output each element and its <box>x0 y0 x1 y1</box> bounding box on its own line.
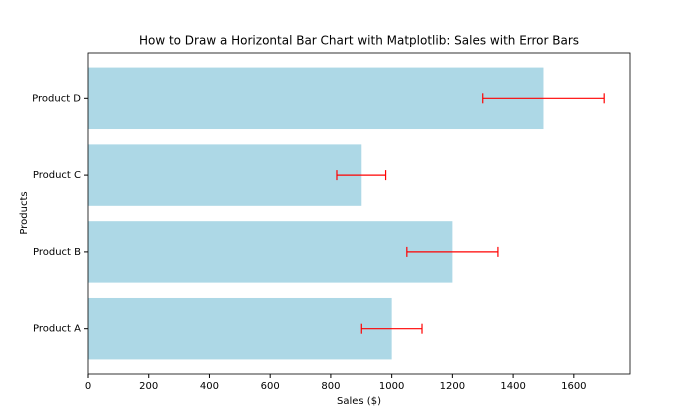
bar <box>88 297 392 360</box>
bar <box>88 67 544 130</box>
y-tick-label: Product A <box>33 324 81 335</box>
x-tick-label: 600 <box>261 381 280 392</box>
x-tick-label: 0 <box>85 381 91 392</box>
y-tick-label: Product D <box>32 93 81 104</box>
error-bar <box>482 93 605 104</box>
error-bar <box>336 170 387 181</box>
x-tick-label: 1400 <box>500 381 525 392</box>
bar <box>88 144 362 206</box>
error-bar <box>406 246 499 257</box>
error-bar <box>360 323 423 334</box>
bar <box>88 221 453 283</box>
x-tick-label: 200 <box>139 381 158 392</box>
y-tick-label: Product B <box>33 247 81 258</box>
plot-frame <box>87 52 631 375</box>
x-axis-label: Sales ($) <box>337 396 381 407</box>
x-tick-label: 1600 <box>561 381 586 392</box>
y-tick-label: Product C <box>33 170 81 181</box>
x-tick-label: 400 <box>200 381 219 392</box>
chart-title: How to Draw a Horizontal Bar Chart with … <box>139 34 579 48</box>
x-tick-label: 1200 <box>440 381 465 392</box>
x-tick-label: 1000 <box>379 381 404 392</box>
y-axis-label: Products <box>19 191 30 234</box>
x-tick-label: 800 <box>321 381 340 392</box>
